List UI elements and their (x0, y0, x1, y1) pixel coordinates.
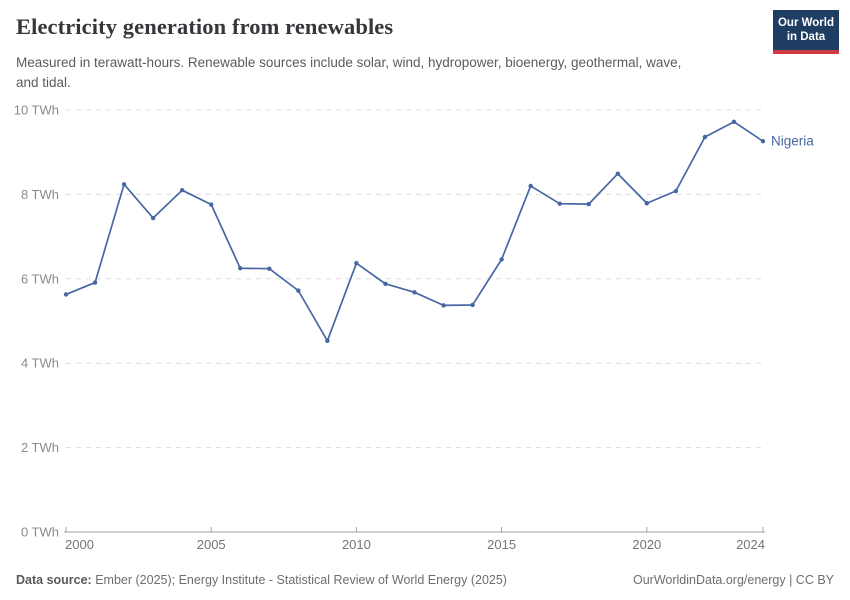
x-axis-label: 2000 (65, 537, 94, 552)
x-axis-label: 2015 (487, 537, 516, 552)
data-point[interactable] (673, 188, 679, 194)
data-point[interactable] (325, 338, 330, 344)
data-point[interactable] (267, 266, 272, 271)
data-point[interactable] (63, 292, 69, 297)
data-point[interactable] (615, 171, 620, 176)
x-axis-label: 2010 (342, 537, 371, 552)
x-axis-label: 2024 (736, 537, 765, 552)
data-point[interactable] (470, 302, 475, 308)
x-axis-label: 2020 (632, 537, 661, 552)
data-point[interactable] (296, 288, 301, 293)
y-axis-label: 10 TWh (14, 103, 59, 118)
data-point[interactable] (150, 215, 156, 221)
chart-footer: Data source: Ember (2025); Energy Instit… (16, 573, 834, 587)
data-point[interactable] (412, 290, 417, 295)
data-point[interactable] (92, 280, 98, 285)
series-label[interactable]: Nigeria (771, 134, 814, 149)
data-line[interactable] (65, 120, 764, 342)
data-source: Data source: Ember (2025); Energy Instit… (16, 573, 507, 587)
y-axis-label: 6 TWh (21, 271, 59, 286)
data-point[interactable] (441, 303, 446, 308)
data-point[interactable] (702, 134, 708, 140)
y-axis-label: 8 TWh (21, 187, 59, 202)
data-point[interactable] (238, 266, 243, 271)
data-point[interactable] (209, 202, 214, 207)
data-source-text: Ember (2025); Energy Institute - Statist… (95, 573, 507, 587)
data-point[interactable] (179, 187, 185, 193)
data-point[interactable] (586, 201, 591, 207)
data-point[interactable] (528, 183, 533, 189)
x-axis-label: 2005 (197, 537, 226, 552)
data-point[interactable] (121, 182, 127, 187)
y-axis-label: 2 TWh (21, 440, 59, 455)
owid-logo-line1: Our World (777, 17, 834, 29)
data-point[interactable] (499, 257, 504, 262)
y-axis-label: 4 TWh (21, 356, 59, 371)
data-point[interactable] (557, 201, 562, 206)
data-point[interactable] (760, 139, 766, 144)
data-point[interactable] (383, 281, 388, 287)
footer-license-link[interactable]: OurWorldinData.org/energy | CC BY (632, 573, 834, 587)
owid-logo-line2: in Data (786, 31, 826, 44)
data-point[interactable] (354, 260, 359, 266)
page-title: Electricity generation from renewables (16, 14, 394, 39)
y-axis-label: 0 TWh (21, 525, 59, 540)
data-source-label: Data source: (16, 573, 92, 587)
data-point[interactable] (644, 201, 650, 206)
chart-subtitle: Measured in terawatt-hours. Renewable so… (16, 55, 682, 90)
data-point[interactable] (731, 119, 737, 125)
owid-logo[interactable]: Our World in Data (773, 10, 839, 54)
